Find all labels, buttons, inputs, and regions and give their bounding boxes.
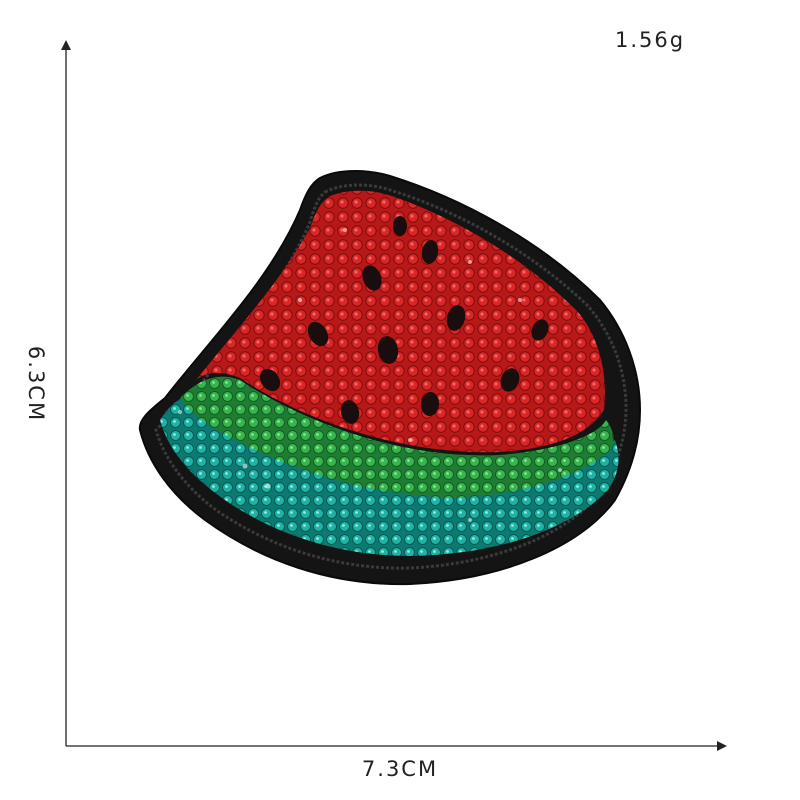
height-dimension-label: 6.3CM <box>24 345 48 423</box>
seed-8 <box>420 392 440 416</box>
vertical-axis-arrow-icon <box>61 40 71 50</box>
seed-11 <box>393 216 407 236</box>
horizontal-axis-arrow-icon <box>717 741 727 751</box>
seed-4 <box>377 336 399 364</box>
width-dimension-label: 7.3CM <box>361 757 439 781</box>
seed-9 <box>500 368 520 392</box>
rind-green-band <box>180 376 614 497</box>
seed-1 <box>362 265 382 291</box>
watermelon-seeds <box>259 216 549 424</box>
seed-6 <box>259 368 281 392</box>
seed-2 <box>421 240 439 264</box>
sequin-highlights <box>178 228 562 522</box>
seed-7 <box>340 400 360 424</box>
seed-3 <box>307 321 329 347</box>
weight-label: 1.56g <box>614 28 686 52</box>
seed-5 <box>446 305 466 331</box>
patch-stitch-border <box>154 183 628 570</box>
seed-10 <box>531 319 549 341</box>
dimension-axes <box>61 40 727 751</box>
watermelon-patch <box>138 170 642 586</box>
